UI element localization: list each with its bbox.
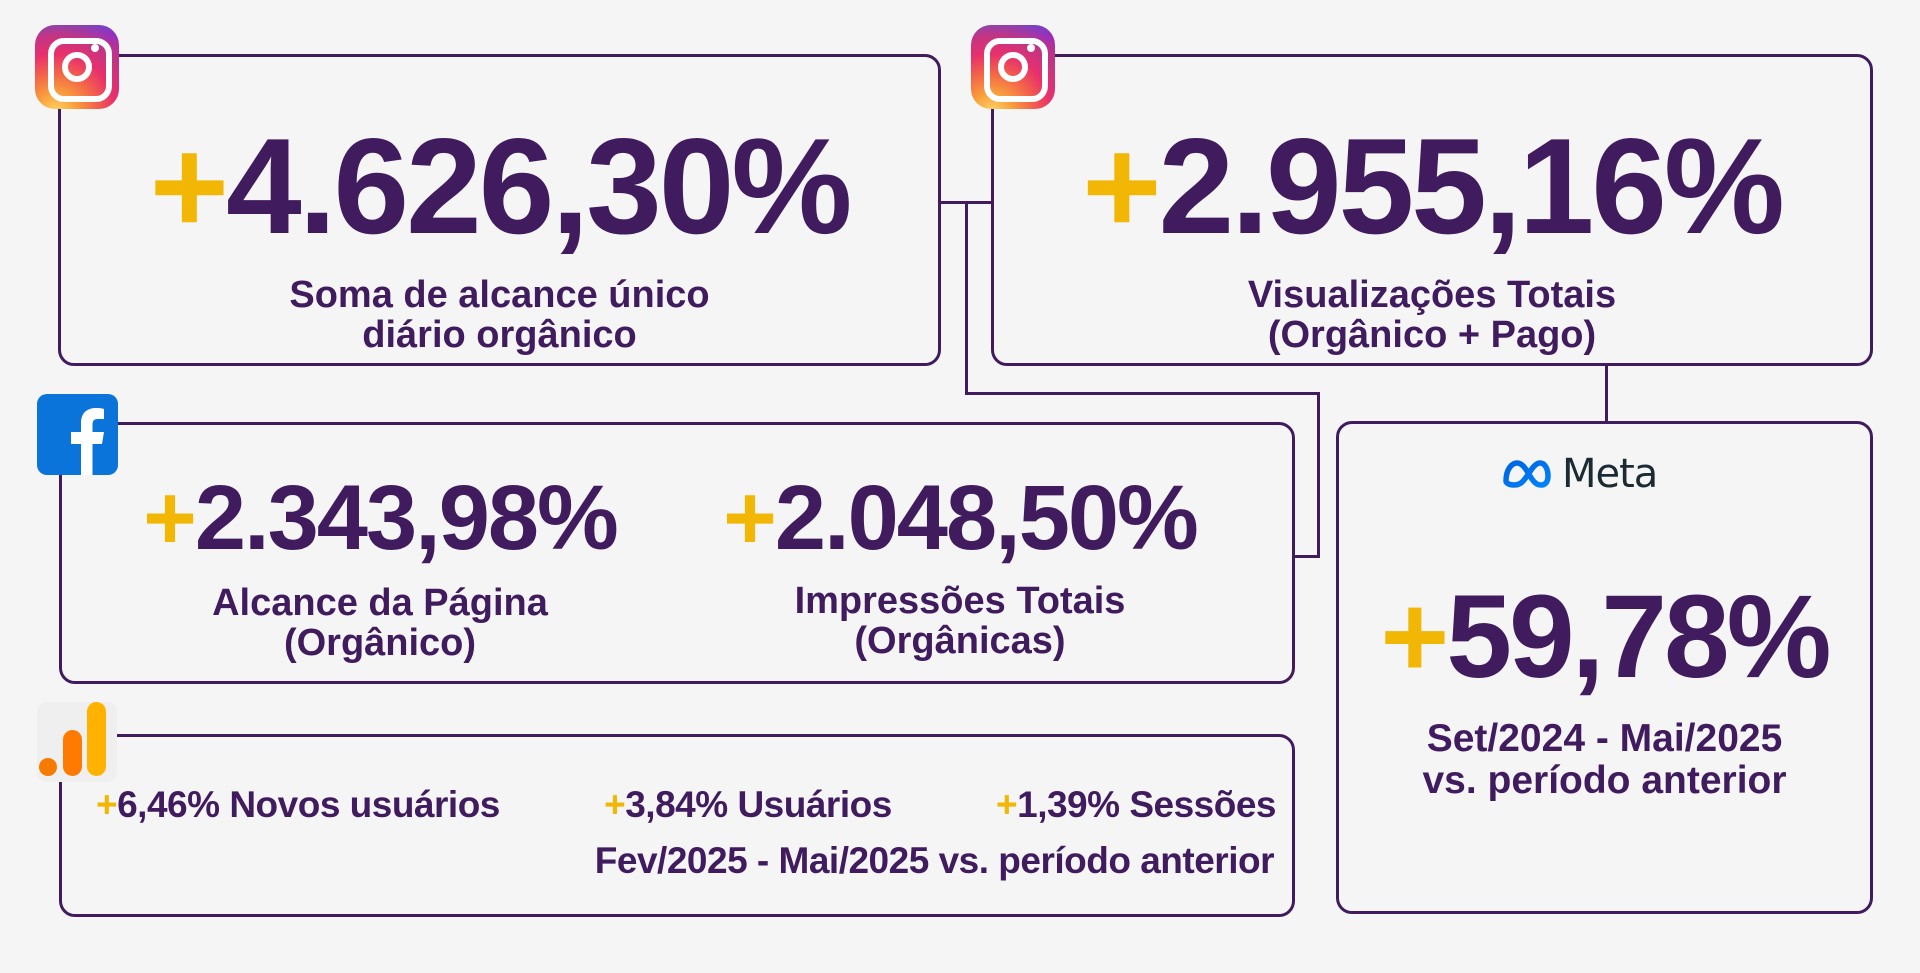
plus-sign: + xyxy=(996,784,1018,825)
ga-period: Fev/2025 - Mai/2025 vs. período anterior xyxy=(594,840,1275,881)
metric-label: Usuários xyxy=(737,784,892,825)
value-text: 3,84% xyxy=(625,784,728,825)
instagram-reach-metric: +4.626,30% Soma de alcance único diário … xyxy=(58,118,941,356)
instagram-reach-label: Soma de alcance único diário orgânico xyxy=(58,274,941,356)
connector-line xyxy=(965,201,968,395)
facebook-impressions-value: +2.048,50% xyxy=(680,472,1240,564)
plus-sign: + xyxy=(1082,110,1161,262)
instagram-views-metric: +2.955,16% Visualizações Totais (Orgânic… xyxy=(991,118,1873,356)
label-line: (Orgânico + Pago) xyxy=(1267,313,1597,356)
plus-sign: + xyxy=(143,467,197,569)
connector-line xyxy=(965,392,1320,395)
plus-sign: + xyxy=(149,110,229,262)
instagram-icon xyxy=(35,25,119,109)
value-text: 2.955,16% xyxy=(1158,110,1785,262)
plus-sign: + xyxy=(96,784,118,825)
label-line: (Orgânico) xyxy=(283,621,477,664)
value-text: 4.626,30% xyxy=(226,110,852,262)
meta-card xyxy=(1336,421,1873,914)
ga-users: +3,84% Usuários xyxy=(604,784,892,826)
label-line: Impressões Totais xyxy=(794,580,1126,622)
value-text: 6,46% xyxy=(117,784,220,825)
facebook-icon xyxy=(37,394,118,475)
facebook-page-reach-label: Alcance da Página (Orgânico) xyxy=(100,582,660,664)
meta-metric: +59,78% Set/2024 - Mai/2025 vs. período … xyxy=(1336,578,1873,802)
value-text: 59,78% xyxy=(1446,571,1831,703)
label-line: Soma de alcance único xyxy=(289,274,710,316)
facebook-impressions-label: Impressões Totais (Orgânicas) xyxy=(680,580,1240,662)
instagram-views-label: Visualizações Totais (Orgânico + Pago) xyxy=(991,274,1873,356)
connector-line xyxy=(1317,392,1320,558)
google-analytics-icon xyxy=(37,702,117,782)
meta-value: +59,78% xyxy=(1336,578,1873,696)
ga-sessions: +1,39% Sessões xyxy=(996,784,1276,826)
plus-sign: + xyxy=(1380,571,1449,703)
value-text: 2.048,50% xyxy=(774,467,1199,569)
instagram-reach-value: +4.626,30% xyxy=(58,118,941,254)
label-line: (Orgânicas) xyxy=(854,619,1066,662)
metric-label: Sessões xyxy=(1129,784,1276,825)
meta-period: Set/2024 - Mai/2025 vs. período anterior xyxy=(1336,717,1873,803)
period-line: vs. período anterior xyxy=(1422,759,1787,803)
meta-logo-text: Meta xyxy=(1562,451,1658,497)
period-line: Set/2024 - Mai/2025 xyxy=(1426,717,1783,760)
instagram-icon xyxy=(971,25,1055,109)
label-line: Visualizações Totais xyxy=(1247,274,1617,316)
label-line: diário orgânico xyxy=(362,313,637,356)
facebook-impressions-metric: +2.048,50% Impressões Totais (Orgânicas) xyxy=(680,472,1240,662)
plus-sign: + xyxy=(723,467,777,569)
ga-metrics-row: +6,46% Novos usuários +3,84% Usuários +1… xyxy=(96,784,1276,826)
value-text: 1,39% xyxy=(1017,784,1120,825)
instagram-views-card xyxy=(991,54,1873,366)
metric-label: Novos usuários xyxy=(229,784,500,825)
ga-new-users: +6,46% Novos usuários xyxy=(96,784,500,826)
facebook-page-reach-value: +2.343,98% xyxy=(100,472,660,564)
facebook-page-reach-metric: +2.343,98% Alcance da Página (Orgânico) xyxy=(100,472,660,664)
instagram-reach-card xyxy=(58,54,941,366)
google-analytics-card xyxy=(59,734,1295,917)
instagram-views-value: +2.955,16% xyxy=(991,118,1873,254)
connector-line xyxy=(1605,364,1608,424)
meta-infinity-icon xyxy=(1503,460,1551,488)
facebook-card xyxy=(59,422,1295,684)
plus-sign: + xyxy=(604,784,626,825)
connector-line xyxy=(1292,555,1320,558)
meta-logo: Meta xyxy=(1500,451,1658,497)
label-line: Alcance da Página xyxy=(212,582,548,624)
value-text: 2.343,98% xyxy=(194,467,619,569)
